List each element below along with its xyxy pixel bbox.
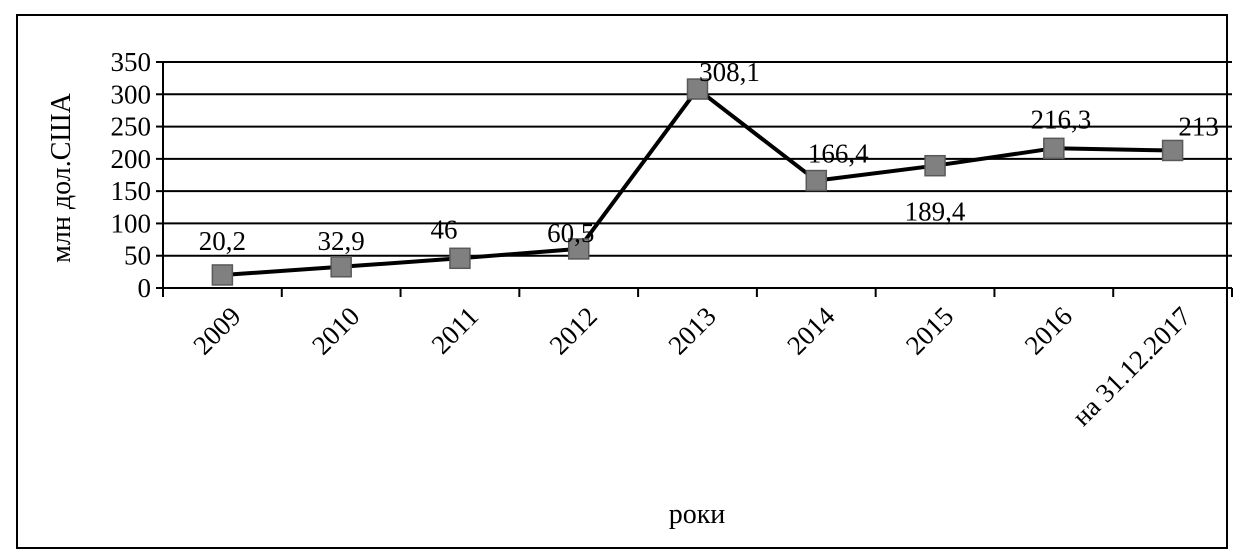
y-tick-label: 150 — [111, 176, 152, 206]
y-axis-title: млн дол.США — [46, 92, 77, 262]
data-label: 166,4 — [808, 139, 869, 169]
y-tick-label: 300 — [111, 79, 152, 109]
x-axis-title: роки — [669, 499, 726, 530]
data-point-marker — [925, 156, 945, 176]
data-point-marker — [450, 248, 470, 268]
data-point-marker — [806, 171, 826, 191]
data-point-marker — [331, 257, 351, 277]
data-label: 60,5 — [547, 218, 594, 248]
y-tick-label: 200 — [111, 144, 152, 174]
y-tick-label: 100 — [111, 208, 152, 238]
data-point-marker — [1163, 140, 1183, 160]
data-label: 308,1 — [699, 57, 760, 87]
y-tick-label: 50 — [124, 241, 151, 271]
data-label: 46 — [430, 214, 457, 244]
data-point-marker — [1044, 138, 1064, 158]
data-label: 189,4 — [905, 197, 966, 227]
data-label: 216,3 — [1030, 104, 1091, 134]
data-label: 213 — [1178, 111, 1219, 141]
y-tick-label: 350 — [111, 47, 152, 77]
data-label: 20,2 — [199, 226, 246, 256]
data-label: 32,9 — [318, 226, 365, 256]
y-tick-label: 250 — [111, 112, 152, 142]
data-point-marker — [212, 265, 232, 285]
y-tick-label: 0 — [138, 273, 152, 303]
